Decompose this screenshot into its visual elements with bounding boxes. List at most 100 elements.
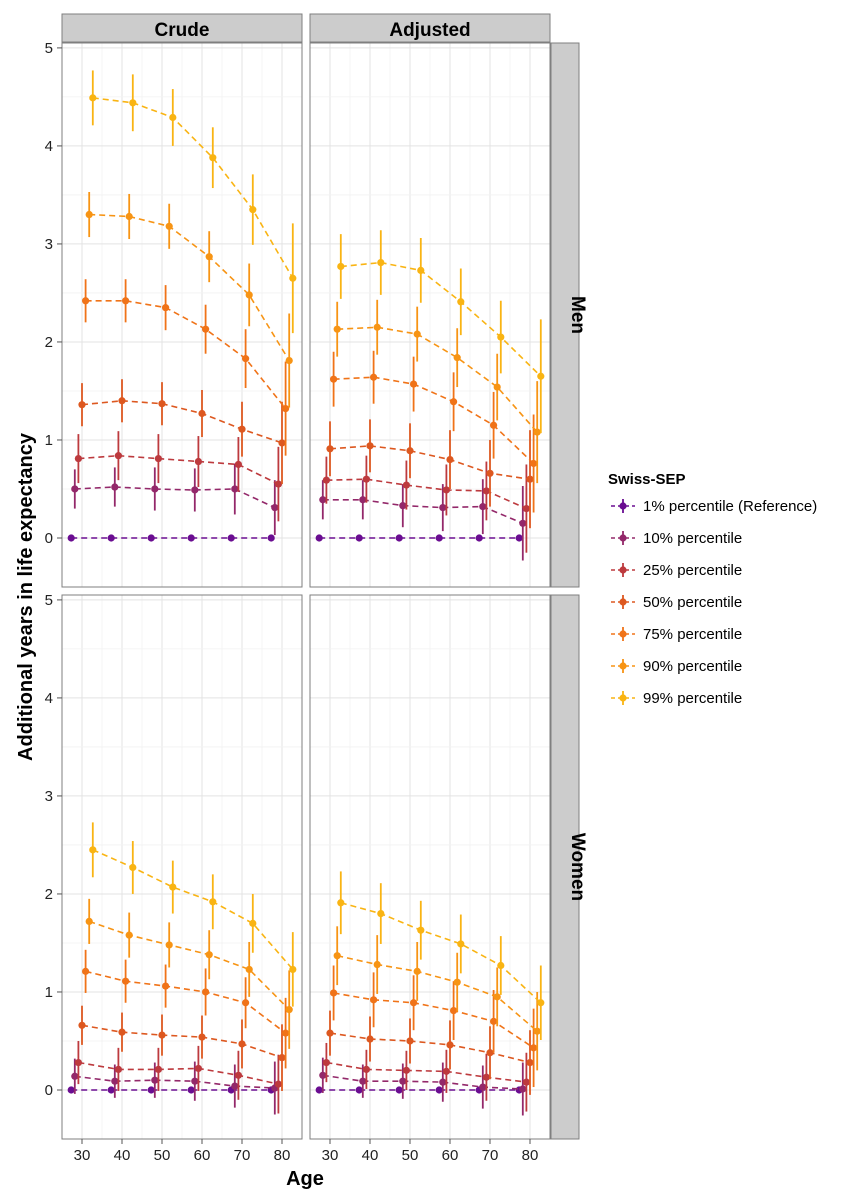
data-point xyxy=(337,899,345,907)
data-point xyxy=(497,333,505,341)
data-point xyxy=(125,931,133,939)
series-5 xyxy=(82,949,290,1069)
data-point xyxy=(231,485,239,493)
series-6 xyxy=(333,299,541,484)
series-4 xyxy=(78,1005,286,1091)
series-2 xyxy=(71,463,279,536)
data-point xyxy=(479,1083,487,1091)
data-point xyxy=(107,1086,115,1094)
series-line xyxy=(89,213,290,362)
data-point xyxy=(362,1065,370,1074)
data-point xyxy=(319,1071,327,1079)
series-7 xyxy=(89,822,297,1007)
panel-border xyxy=(309,42,551,588)
series-7 xyxy=(337,230,545,434)
data-point xyxy=(205,253,213,261)
legend-item: 10% percentile xyxy=(611,530,742,547)
data-point xyxy=(289,274,297,282)
data-point xyxy=(457,940,465,948)
legend-item: 90% percentile xyxy=(611,658,742,675)
data-point xyxy=(122,297,130,305)
data-point xyxy=(289,965,297,974)
data-point xyxy=(278,1054,286,1062)
series-line xyxy=(88,920,290,1011)
data-point xyxy=(490,1017,498,1025)
data-point xyxy=(439,504,447,512)
series-line xyxy=(81,1024,283,1059)
series-line xyxy=(85,970,287,1034)
data-point xyxy=(373,960,381,969)
data-point xyxy=(326,445,334,453)
strip-women: Women xyxy=(550,594,588,1140)
x-tick-label: 70 xyxy=(234,1147,251,1164)
x-tick-label: 40 xyxy=(114,1147,131,1164)
data-point xyxy=(89,94,97,102)
series-3 xyxy=(322,455,531,553)
data-point xyxy=(154,454,162,463)
panels-layer: Crude Adjusted Men Women xyxy=(61,13,588,1140)
data-point xyxy=(322,476,330,484)
legend-item: 25% percentile xyxy=(611,562,742,579)
y-tick-label: 4 xyxy=(45,138,53,155)
data-point xyxy=(231,1082,239,1090)
data-point xyxy=(285,356,293,365)
data-point xyxy=(537,999,545,1007)
series-4 xyxy=(326,419,534,529)
data-point xyxy=(337,262,345,271)
x-axis-title: Age xyxy=(286,1168,324,1190)
series-line xyxy=(322,498,524,525)
data-point xyxy=(515,534,523,542)
data-point xyxy=(497,961,505,970)
data-point xyxy=(315,1086,323,1094)
data-point xyxy=(490,421,498,429)
data-point xyxy=(410,380,418,388)
data-point xyxy=(238,425,246,433)
y-tick-label: 5 xyxy=(45,592,53,609)
panel-crude-men xyxy=(61,42,303,588)
data-point xyxy=(377,258,385,267)
series-line xyxy=(337,326,538,433)
series-7 xyxy=(89,70,297,334)
data-point xyxy=(282,1029,290,1037)
legend-item: 99% percentile xyxy=(611,690,742,707)
data-point xyxy=(359,496,367,504)
data-point xyxy=(326,1029,334,1037)
data-point xyxy=(395,534,403,542)
data-point xyxy=(486,1049,494,1057)
data-point xyxy=(417,266,425,275)
series-3 xyxy=(322,1042,531,1112)
data-point xyxy=(446,1041,454,1049)
data-point xyxy=(234,460,242,469)
series-line xyxy=(326,1061,527,1083)
data-point xyxy=(373,323,381,331)
data-point xyxy=(435,1086,443,1094)
data-point xyxy=(333,952,341,960)
y-tick-label: 3 xyxy=(45,236,53,253)
series-3 xyxy=(74,1040,282,1114)
y-axis-title: Additional years in life expectancy xyxy=(15,432,37,761)
series-3 xyxy=(74,431,282,522)
series-1 xyxy=(315,534,523,542)
data-point xyxy=(457,298,465,306)
data-point xyxy=(118,1028,126,1036)
data-point xyxy=(355,534,363,542)
data-point xyxy=(366,442,374,450)
data-point xyxy=(245,291,253,299)
data-point xyxy=(450,398,458,406)
data-point xyxy=(522,504,531,513)
x-tick-label: 80 xyxy=(522,1147,539,1164)
data-point xyxy=(271,504,279,512)
data-point xyxy=(406,447,414,455)
data-point xyxy=(245,965,253,974)
panel-adjusted-women xyxy=(309,594,551,1140)
gridlines xyxy=(61,43,303,588)
legend-label: 90% percentile xyxy=(643,658,742,675)
data-point xyxy=(417,926,425,934)
data-point xyxy=(249,206,257,214)
x-tick-label: 80 xyxy=(274,1147,291,1164)
data-point xyxy=(151,485,159,493)
series-1 xyxy=(67,534,275,542)
data-point xyxy=(129,863,137,872)
series-line xyxy=(340,261,542,377)
y-axis-men: 0 1 2 3 4 5 xyxy=(45,40,62,547)
